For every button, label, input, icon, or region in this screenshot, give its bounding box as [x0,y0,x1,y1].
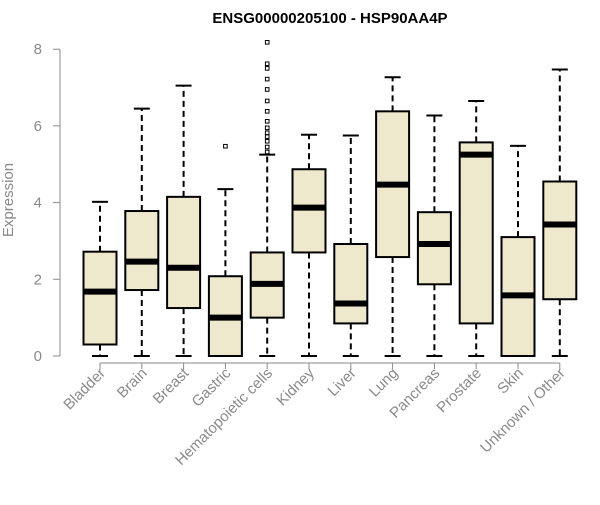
outlier-point [264,109,270,114]
outlier-point [264,66,270,71]
outlier-point [264,87,270,92]
outlier-point [264,76,270,82]
outlier-point [264,61,270,67]
y-tick-label-6: 6 [34,118,42,135]
box-brain [124,107,160,357]
box-skin [500,144,536,358]
axes: 0 2 4 6 8 [34,41,561,369]
box-unknown-other [542,68,578,357]
box-bladder [82,200,118,357]
x-tick-label-lung: Lung [366,365,402,401]
y-tick-label-4: 4 [34,195,42,212]
x-tick-label-liver: Liver [325,365,360,400]
outlier-point [223,143,228,149]
outlier-point [264,118,270,124]
box-breast [166,84,202,357]
outlier-point [264,98,270,104]
box-iqr [333,243,369,325]
box-iqr [124,210,160,292]
outlier-point [264,125,270,131]
x-tick-label-prostate: Prostate [433,365,485,417]
outlier-point [264,144,270,150]
box-iqr [416,211,452,286]
box-liver [333,134,369,357]
x-tick-label-bladder: Bladder [60,365,109,414]
outlier-point [264,149,270,155]
boxes [82,39,578,358]
y-tick-label-8: 8 [34,41,42,58]
y-tick-label-2: 2 [34,271,42,288]
x-tick-label-kidney: Kidney [273,364,318,409]
outlier-point [264,134,270,139]
outlier-point [264,138,270,144]
outlier-point [264,130,270,136]
box-iqr [166,195,202,310]
x-tick-label-brain: Brain [114,365,151,402]
box-prostate [458,99,494,357]
box-kidney [291,133,327,357]
box-iqr [291,168,327,254]
box-gastric [207,143,243,357]
y-axis-label: Expression [0,163,17,237]
x-tick-label-breast: Breast [150,364,193,407]
box-hematopoietic-cells [249,39,285,357]
box-pancreas [416,114,452,357]
box-iqr [82,250,118,346]
x-tick-label-skin: Skin [494,365,527,398]
outlier-point [264,39,270,45]
box-iqr [542,180,578,301]
box-lung [375,76,411,357]
box-iqr [458,141,494,325]
chart-title: ENSG00000205100 - HSP90AA4P [212,10,447,27]
y-tick-label-0: 0 [34,348,42,365]
